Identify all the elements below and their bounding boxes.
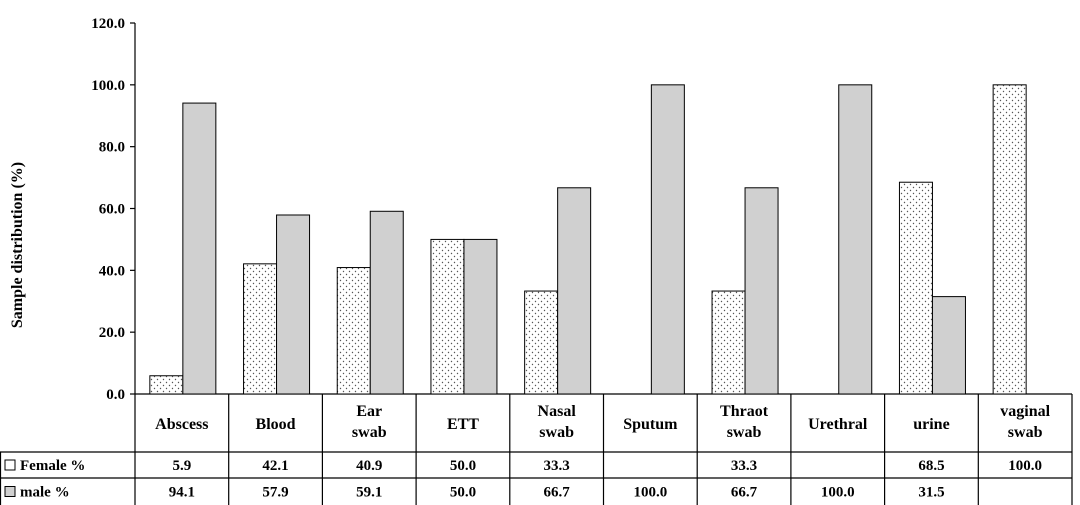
x-tick-label: Urethral [808, 416, 868, 433]
x-tick-label: swab [727, 424, 762, 441]
data-label: 40.9 [356, 458, 382, 474]
y-tick-label: 100.0 [91, 78, 125, 94]
data-label: 59.1 [356, 485, 382, 501]
y-tick-label: 20.0 [99, 325, 125, 341]
data-label: 5.9 [172, 458, 191, 474]
x-tick-label: urine [913, 416, 949, 433]
y-tick-label: 0.0 [106, 387, 125, 403]
y-tick-label: 40.0 [99, 263, 125, 279]
bar-male [182, 102, 217, 395]
x-tick-label: Abscess [155, 416, 208, 433]
bar-female [711, 290, 746, 395]
data-label: 100.0 [633, 485, 667, 501]
data-label: 100.0 [821, 485, 855, 501]
y-tick-label: 120.0 [91, 16, 125, 32]
legend-swatch-female [4, 459, 16, 471]
data-label: 100.0 [1008, 458, 1042, 474]
bar-female [243, 263, 278, 395]
bar-male [276, 214, 311, 395]
y-axis-label: Sample distribution (%) [9, 162, 26, 328]
x-tick-label: ETT [447, 416, 479, 433]
data-label: 57.9 [262, 485, 288, 501]
x-tick-label: Blood [256, 416, 296, 433]
bar-female [992, 84, 1027, 395]
data-table: Abscess Blood Ear swab ETT Nasal swab Sputum Thr… [0, 394, 1073, 505]
bar-female [524, 290, 559, 395]
data-label: 33.3 [731, 458, 757, 474]
data-label: 66.7 [544, 485, 571, 501]
legend-swatch-male [4, 486, 16, 497]
x-tick-label: Thraot [720, 403, 769, 420]
x-tick-label: Ear [356, 403, 382, 420]
data-label: 94.1 [169, 485, 195, 501]
x-tick-label: swab [352, 424, 387, 441]
data-label: 42.1 [262, 458, 288, 474]
bars [149, 84, 1027, 395]
bar-female [430, 238, 465, 395]
data-label: 66.7 [731, 485, 758, 501]
x-tick-label: swab [1008, 424, 1043, 441]
bar-female [336, 267, 371, 395]
bar-female [898, 181, 933, 395]
bar-male [463, 238, 498, 395]
x-tick-label: Sputum [623, 416, 678, 433]
data-label: 31.5 [918, 485, 944, 501]
bar-male [369, 210, 404, 395]
data-label: 68.5 [918, 458, 944, 474]
y-tick-label: 60.0 [99, 202, 125, 218]
x-tick-label: swab [539, 424, 574, 441]
data-label: 50.0 [450, 458, 476, 474]
x-tick-label: vaginal [1000, 403, 1050, 420]
x-tick-label: Nasal [538, 403, 577, 420]
data-label: 33.3 [544, 458, 570, 474]
bar-male [557, 187, 592, 395]
bar-male [838, 84, 873, 395]
bar-male [650, 84, 685, 395]
legend-label: male % [20, 485, 70, 501]
legend-label: Female % [20, 458, 85, 474]
bar-male [744, 187, 779, 395]
y-tick-label: 80.0 [99, 140, 125, 156]
bar-male [931, 296, 966, 395]
data-label: 50.0 [450, 485, 476, 501]
bar-female [149, 375, 184, 395]
